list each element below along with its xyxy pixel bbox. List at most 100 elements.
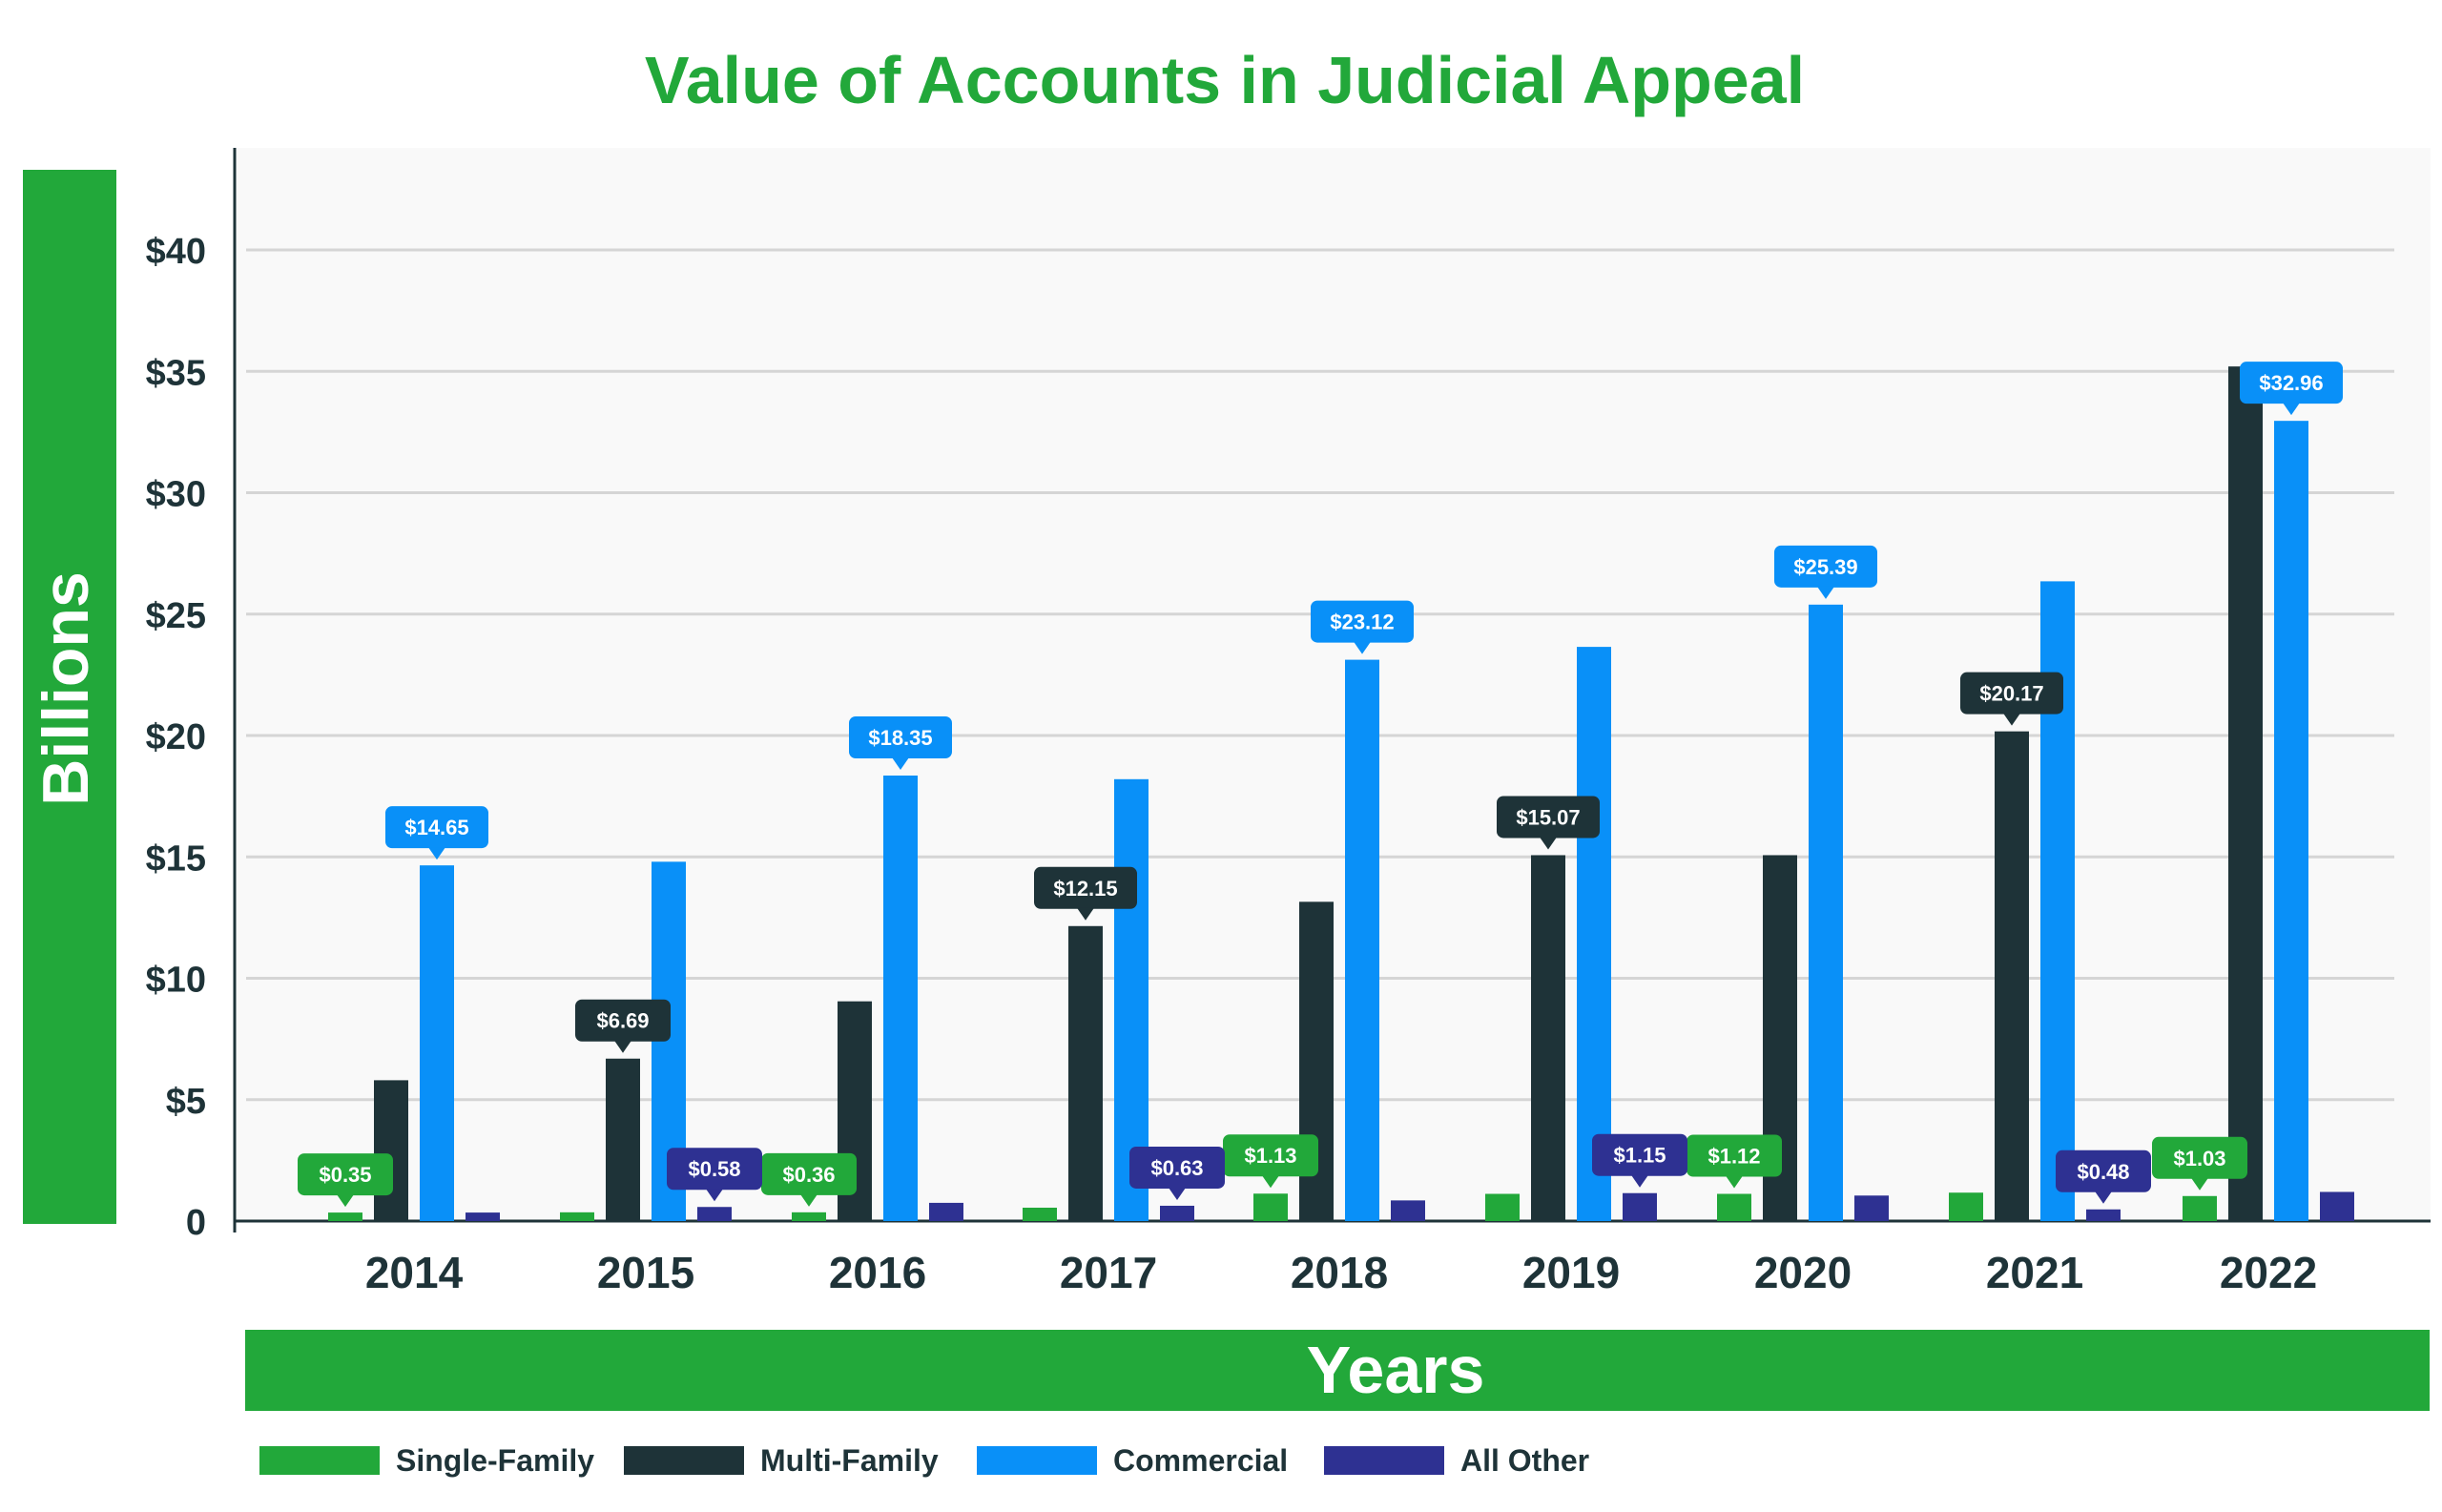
legend: Single-Family Multi-Family Commercial All O… bbox=[259, 1443, 1589, 1478]
data-label: $15.07 bbox=[1497, 796, 1600, 850]
y-tick-label: $5 bbox=[166, 1082, 206, 1122]
data-label: $0.63 bbox=[1129, 1146, 1225, 1200]
bar-all-other bbox=[929, 1202, 963, 1221]
data-label-pointer bbox=[1169, 1187, 1186, 1200]
legend-swatch bbox=[977, 1446, 1097, 1475]
data-label-box bbox=[1774, 545, 1877, 588]
data-label-pointer bbox=[2095, 1191, 2112, 1204]
legend-swatch bbox=[1324, 1446, 1444, 1475]
legend-swatch bbox=[624, 1446, 744, 1475]
data-label-box bbox=[849, 715, 952, 758]
data-label-box bbox=[575, 999, 671, 1042]
data-label-text: $25.39 bbox=[1793, 555, 1857, 579]
bar-commercial bbox=[1577, 647, 1611, 1221]
bar-multi-family bbox=[606, 1058, 640, 1221]
bar-all-other bbox=[1623, 1192, 1657, 1221]
data-label: $14.65 bbox=[385, 806, 488, 860]
data-label-pointer bbox=[337, 1194, 354, 1208]
bar-single-family bbox=[1949, 1192, 1983, 1221]
x-tick-label: 2014 bbox=[365, 1248, 464, 1297]
data-label-box bbox=[1687, 1134, 1782, 1177]
y-tick-label: $20 bbox=[146, 717, 206, 757]
bar-multi-family bbox=[1995, 731, 2029, 1221]
data-label-text: $1.12 bbox=[1707, 1144, 1760, 1168]
legend-label: Commercial bbox=[1113, 1443, 1288, 1478]
data-label: $12.15 bbox=[1034, 866, 1137, 921]
chart-title: Value of Accounts in Judicial Appeal bbox=[645, 43, 1805, 117]
data-label-text: $12.15 bbox=[1053, 877, 1117, 901]
data-label-box bbox=[1497, 796, 1600, 839]
y-axis-ticks: 0 $5 $10 $15 $20 $25 $30 $35 $40 bbox=[146, 232, 206, 1243]
bar-multi-family bbox=[1531, 855, 1565, 1221]
data-label-box bbox=[1129, 1146, 1225, 1189]
bar-multi-family bbox=[1068, 925, 1103, 1221]
data-label-pointer bbox=[428, 847, 445, 860]
bar-single-family bbox=[1023, 1208, 1057, 1221]
y-tick-label: $10 bbox=[146, 961, 206, 1001]
data-label: $1.13 bbox=[1223, 1134, 1318, 1189]
data-label-text: $0.36 bbox=[782, 1163, 835, 1187]
data-label-pointer bbox=[1817, 586, 1834, 599]
data-label-text: $6.69 bbox=[596, 1009, 649, 1033]
y-tick-label: 0 bbox=[186, 1203, 206, 1243]
data-label-box bbox=[1592, 1133, 1687, 1176]
data-label-pointer bbox=[892, 756, 909, 770]
data-label-pointer bbox=[1077, 907, 1094, 921]
legend-label: Single-Family bbox=[396, 1443, 594, 1478]
data-label-text: $1.13 bbox=[1244, 1144, 1296, 1168]
data-label: $0.58 bbox=[667, 1148, 762, 1202]
data-label-text: $32.96 bbox=[2259, 371, 2323, 395]
bar-commercial bbox=[2274, 421, 2308, 1222]
data-label: $23.12 bbox=[1311, 600, 1414, 654]
bar-all-other bbox=[697, 1207, 732, 1221]
y-axis-label-band bbox=[23, 170, 116, 1224]
legend-item: Multi-Family bbox=[624, 1443, 939, 1478]
y-tick-label: $35 bbox=[146, 353, 206, 393]
bars bbox=[328, 366, 2354, 1222]
x-axis-label-band bbox=[245, 1330, 2430, 1411]
data-label-pointer bbox=[706, 1189, 723, 1202]
data-label-text: $1.15 bbox=[1613, 1144, 1666, 1168]
y-tick-label: $40 bbox=[146, 232, 206, 272]
data-label: $25.39 bbox=[1774, 545, 1877, 599]
bar-single-family bbox=[1717, 1193, 1751, 1221]
bar-single-family bbox=[2183, 1195, 2217, 1221]
data-label-pointer bbox=[2191, 1177, 2208, 1191]
data-label-box bbox=[1960, 672, 2063, 715]
x-tick-label: 2020 bbox=[1754, 1248, 1852, 1297]
legend-item: Single-Family bbox=[259, 1443, 594, 1478]
data-label-pointer bbox=[2003, 713, 2020, 726]
data-label-text: $0.35 bbox=[319, 1163, 371, 1187]
bar-single-family bbox=[328, 1212, 362, 1221]
y-tick-label: $15 bbox=[146, 839, 206, 879]
data-label-text: $0.63 bbox=[1150, 1156, 1203, 1180]
data-label-box bbox=[667, 1148, 762, 1191]
data-label-pointer bbox=[2283, 403, 2300, 416]
data-label-pointer bbox=[1354, 641, 1371, 654]
bar-single-family bbox=[560, 1212, 594, 1221]
bar-single-family bbox=[1485, 1193, 1520, 1221]
data-label: $32.96 bbox=[2240, 362, 2343, 416]
data-label: $0.35 bbox=[298, 1153, 393, 1208]
bar-all-other bbox=[1854, 1195, 1889, 1221]
data-label-box bbox=[2152, 1136, 2247, 1179]
bar-multi-family bbox=[374, 1080, 408, 1221]
data-labels: $0.35 $0.36 $1.13 $1.12 $1.03 $6.69 $12.15 $15.… bbox=[298, 362, 2343, 1208]
bar-single-family bbox=[1253, 1193, 1288, 1221]
data-label-text: $23.12 bbox=[1330, 611, 1394, 634]
bar-all-other bbox=[1391, 1200, 1425, 1221]
data-label-box bbox=[1034, 866, 1137, 909]
data-label-box bbox=[1223, 1134, 1318, 1177]
y-tick-label: $25 bbox=[146, 596, 206, 636]
data-label: $1.03 bbox=[2152, 1136, 2247, 1191]
data-label-pointer bbox=[1726, 1175, 1743, 1189]
legend-item: Commercial bbox=[977, 1443, 1288, 1478]
data-label-box bbox=[298, 1153, 393, 1196]
data-label-text: $18.35 bbox=[868, 726, 932, 750]
data-label: $1.15 bbox=[1592, 1133, 1687, 1188]
data-label-pointer bbox=[1540, 837, 1557, 850]
data-label-box bbox=[2056, 1150, 2151, 1192]
data-label-pointer bbox=[1262, 1175, 1279, 1189]
x-tick-label: 2018 bbox=[1291, 1248, 1388, 1297]
